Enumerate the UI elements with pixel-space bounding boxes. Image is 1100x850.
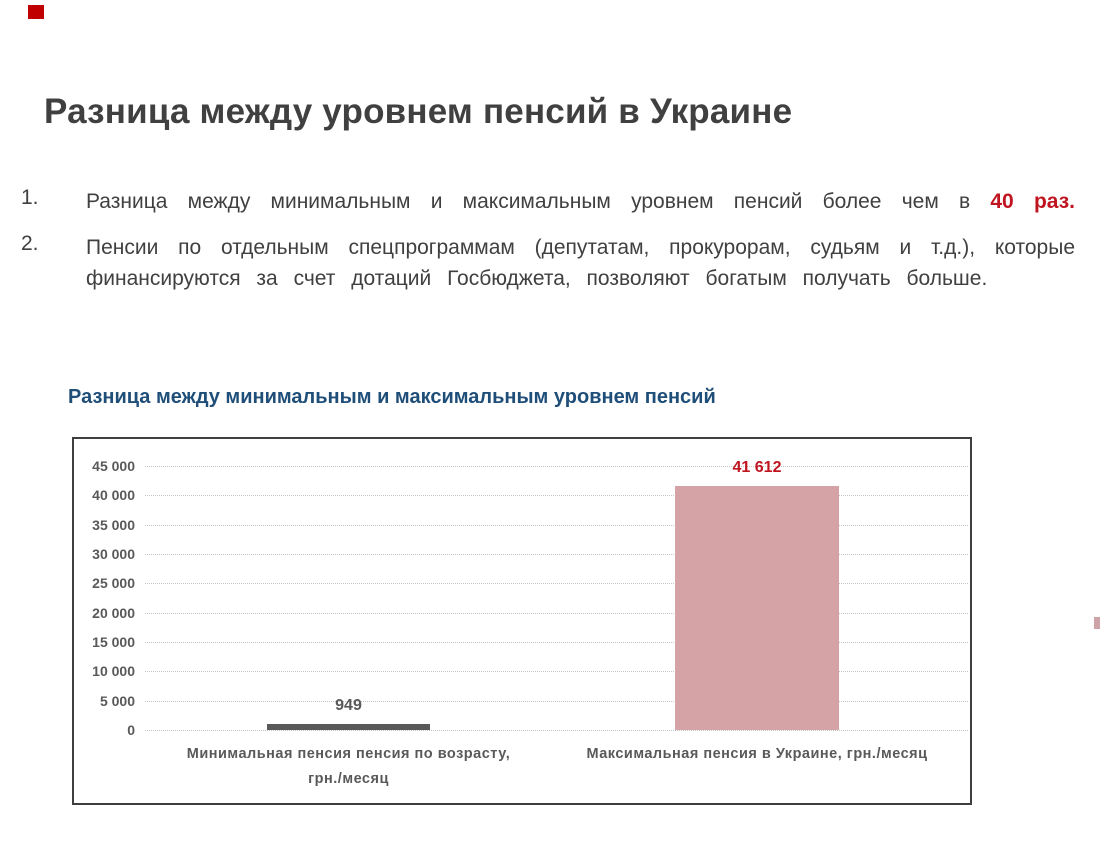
x-category-label-line: Минимальная пенсия пенсия по возрасту, [186,746,511,762]
list-item-text: Пенсии по отдельным спецпрограммам (депу… [86,236,1075,290]
x-category-label-line: грн./месяц [308,771,389,787]
list-item-number: 2. [21,232,39,255]
edge-artifact [1094,617,1100,629]
x-category-label-line: Максимальная пенсия в Украине, грн./меся… [586,746,928,762]
gridline [145,730,968,731]
gridline [145,642,968,643]
numbered-list: 1. Разница между минимальным и максималь… [21,186,1075,309]
gridline [145,671,968,673]
gridline [145,554,968,555]
gridline [145,466,968,467]
y-tick-label: 30 000 [92,546,135,562]
y-tick-label: 15 000 [92,634,135,650]
gridline [145,700,968,702]
list-item: 1. Разница между минимальным и максималь… [21,186,1075,217]
bar-min-pension [267,724,430,730]
x-category-label: Минимальная пенсия пенсия по возрасту, гр… [134,742,564,792]
highlight-40x: 40 раз. [990,190,1075,213]
y-tick-label: 35 000 [92,516,135,533]
y-tick-label: 45 000 [92,458,135,474]
y-tick-label: 40 000 [92,487,135,504]
bar-value-label: 949 [335,697,362,714]
list-item-text-body: Разница между минимальным и максимальным… [86,190,991,213]
page-title: Разница между уровнем пенсий в Украине [44,92,793,131]
list-item-number: 1. [21,186,39,209]
y-tick-label: 5 000 [99,692,135,709]
gridline [145,495,968,497]
list-item-text: Разница между минимальным и максимальным… [86,186,1075,217]
bar-value-label: 41 612 [732,459,782,476]
chart-title: Разница между минимальным и максимальным… [68,386,716,408]
list-item: 2. Пенсии по отдельным спецпрограммам (д… [21,232,1075,294]
bar-max-pension [675,486,839,730]
gridline [145,583,968,585]
y-tick-label: 20 000 [92,604,135,621]
x-category-label: Максимальная пенсия в Украине, грн./меся… [542,742,972,767]
corner-marker [28,5,44,19]
bar-chart: 0 5 000 10 000 15 000 20 000 25 000 30 000 35 0… [72,437,972,805]
y-tick-label: 25 000 [92,575,135,592]
y-tick-label: 0 [127,722,135,738]
gridline [145,524,968,526]
gridline [145,612,968,614]
y-tick-label: 10 000 [92,663,135,680]
plot-area: 0 5 000 10 000 15 000 20 000 25 000 30 000 35 0… [74,439,970,803]
